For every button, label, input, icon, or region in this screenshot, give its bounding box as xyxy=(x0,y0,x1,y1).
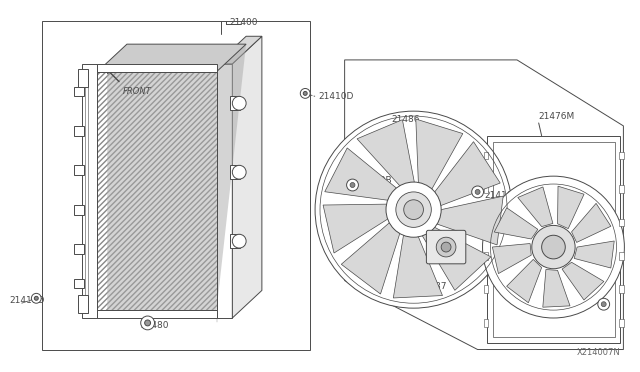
Circle shape xyxy=(31,294,41,303)
Bar xyxy=(230,96,240,110)
Bar xyxy=(77,295,88,313)
Polygon shape xyxy=(492,244,531,273)
Bar xyxy=(97,72,216,310)
Circle shape xyxy=(441,242,451,252)
Polygon shape xyxy=(341,223,400,294)
Bar xyxy=(620,218,625,227)
Circle shape xyxy=(532,225,575,269)
Text: 21410B: 21410B xyxy=(357,176,392,185)
Circle shape xyxy=(315,111,512,308)
Polygon shape xyxy=(416,119,463,189)
Bar xyxy=(484,185,488,193)
Bar xyxy=(620,185,625,193)
Polygon shape xyxy=(394,235,442,298)
Circle shape xyxy=(472,186,484,198)
Bar xyxy=(484,252,488,260)
Polygon shape xyxy=(557,186,584,229)
Circle shape xyxy=(303,92,307,95)
Bar xyxy=(74,87,84,96)
Circle shape xyxy=(232,234,246,248)
Circle shape xyxy=(475,189,480,195)
Bar xyxy=(484,285,488,294)
Polygon shape xyxy=(216,36,262,64)
Bar xyxy=(97,64,216,72)
FancyBboxPatch shape xyxy=(426,230,466,264)
Circle shape xyxy=(232,165,246,179)
Circle shape xyxy=(350,183,355,187)
Circle shape xyxy=(232,96,246,110)
Circle shape xyxy=(404,200,424,219)
Polygon shape xyxy=(562,262,604,300)
Bar xyxy=(620,319,625,327)
Bar xyxy=(97,310,216,318)
Circle shape xyxy=(145,320,150,326)
Polygon shape xyxy=(518,187,553,227)
Bar xyxy=(620,151,625,160)
Text: 21487: 21487 xyxy=(419,282,447,291)
Text: 21410D: 21410D xyxy=(10,296,45,305)
Bar xyxy=(74,205,84,215)
Text: 21486: 21486 xyxy=(391,115,419,124)
Polygon shape xyxy=(507,259,541,303)
Text: X214007N: X214007N xyxy=(577,349,620,357)
Bar xyxy=(97,72,216,310)
Bar xyxy=(484,218,488,227)
Text: FRONT: FRONT xyxy=(123,87,152,96)
Circle shape xyxy=(386,182,441,237)
Bar xyxy=(488,136,620,343)
Polygon shape xyxy=(572,203,611,243)
Polygon shape xyxy=(108,44,246,310)
Circle shape xyxy=(598,298,610,310)
Bar xyxy=(74,279,84,288)
Bar xyxy=(230,165,240,179)
Polygon shape xyxy=(422,227,491,290)
Bar xyxy=(74,165,84,175)
Bar xyxy=(230,234,240,248)
Bar xyxy=(620,252,625,260)
Circle shape xyxy=(483,176,625,318)
Polygon shape xyxy=(437,196,503,245)
Bar xyxy=(216,64,232,318)
Text: 21400: 21400 xyxy=(229,18,258,27)
Polygon shape xyxy=(494,208,538,239)
Bar xyxy=(74,126,84,136)
Polygon shape xyxy=(357,120,414,186)
Text: 21480: 21480 xyxy=(141,321,169,330)
Circle shape xyxy=(141,316,154,330)
Bar xyxy=(484,319,488,327)
Text: 21476M: 21476M xyxy=(539,112,575,121)
Bar xyxy=(97,72,216,310)
Polygon shape xyxy=(435,142,500,206)
Bar xyxy=(74,244,84,254)
Circle shape xyxy=(347,179,358,191)
Polygon shape xyxy=(574,241,614,268)
Circle shape xyxy=(396,192,431,227)
Polygon shape xyxy=(97,44,246,72)
Text: 21410D: 21410D xyxy=(484,191,520,201)
Bar xyxy=(82,64,97,318)
Bar xyxy=(493,142,614,337)
Polygon shape xyxy=(324,148,396,200)
Circle shape xyxy=(541,235,565,259)
Circle shape xyxy=(35,296,38,300)
Bar xyxy=(42,20,310,350)
Circle shape xyxy=(601,302,606,307)
Polygon shape xyxy=(543,269,570,307)
Bar xyxy=(620,285,625,294)
Polygon shape xyxy=(232,36,262,318)
Text: 21410A: 21410A xyxy=(571,254,606,263)
Circle shape xyxy=(300,89,310,98)
Circle shape xyxy=(436,237,456,257)
Bar xyxy=(484,151,488,160)
Text: 21410D: 21410D xyxy=(318,92,353,101)
Polygon shape xyxy=(323,204,388,253)
Bar xyxy=(77,69,88,87)
